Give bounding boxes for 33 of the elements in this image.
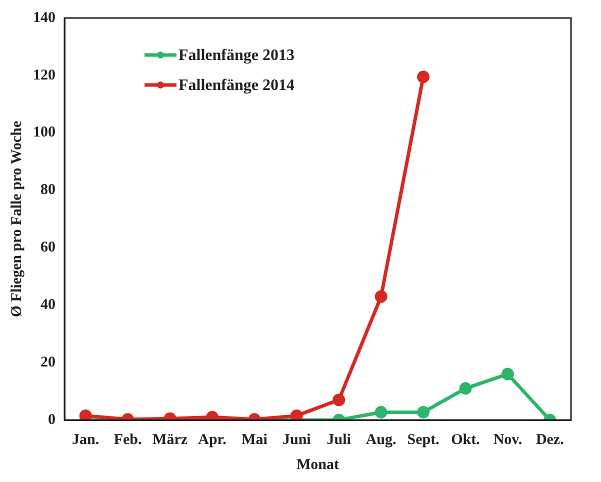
point (501, 368, 514, 380)
x-tick-label: Mai (242, 432, 268, 448)
y-tick-label: 100 (33, 124, 56, 141)
x-tick-label: Feb. (114, 432, 142, 448)
x-tick-label: Aug. (366, 432, 397, 448)
x-tick-label: Jan. (72, 432, 100, 448)
y-tick-label: 120 (33, 67, 56, 84)
y-tick-label: 40 (40, 297, 56, 314)
x-tick-label: März (152, 432, 188, 448)
x-axis-title: Monat (296, 456, 339, 473)
y-tick-label: 140 (33, 10, 56, 26)
point (79, 409, 92, 420)
x-tick-label: Sept. (407, 432, 440, 448)
point (374, 290, 388, 303)
y-tick-label: 0 (48, 412, 56, 428)
point (374, 406, 388, 418)
point (290, 409, 303, 420)
y-tick-label: 80 (40, 182, 56, 198)
point (332, 394, 346, 406)
x-tick-label: Juni (282, 432, 311, 448)
legend-label: Fallenfänge 2014 (178, 77, 294, 94)
x-tick-label: Nov. (493, 432, 522, 448)
legend-label: Fallenfänge 2013 (178, 47, 294, 64)
point (459, 382, 472, 395)
y-tick-label: 20 (40, 354, 56, 370)
point (417, 70, 430, 84)
point (417, 406, 430, 418)
x-tick-label: Apr. (198, 432, 227, 448)
x-tick-label: Juli (326, 432, 351, 448)
x-tick-label: Okt. (451, 432, 480, 448)
y-tick-label: 60 (40, 240, 56, 256)
y-axis-title: Ø Fliegen pro Falle pro Woche (8, 120, 25, 318)
x-tick-label: Dez. (536, 432, 564, 448)
